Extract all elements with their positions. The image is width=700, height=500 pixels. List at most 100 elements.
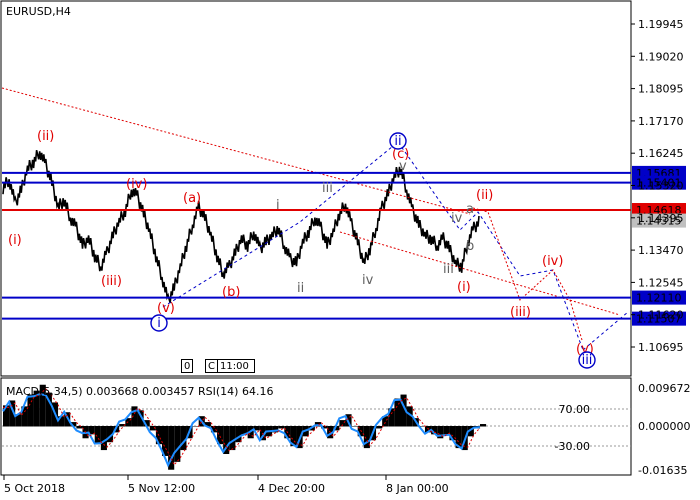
macd-bar [278, 426, 285, 429]
wave-label: (i) [457, 280, 471, 295]
macd-bar [3, 405, 10, 427]
rsi-line [2, 393, 481, 468]
macd-bar [455, 426, 462, 449]
macd-signal-line [3, 388, 481, 466]
current-price-tag [632, 213, 686, 228]
macd-bar [9, 400, 16, 427]
wave-label: (c) [392, 147, 409, 162]
macd-bar [217, 426, 224, 445]
indicator-title: MACD(5,34,5) 0.003668 0.003457 RSI(14) 6… [6, 385, 274, 398]
macd-bar [94, 426, 101, 445]
support-resistance-levels: 1.156811.154011.146181.121101.115071.143… [2, 165, 686, 326]
macd-bar [168, 426, 175, 470]
macd-bar [204, 422, 211, 427]
wave-label: ii [297, 281, 304, 296]
price-tick-label: 1.19020 [638, 50, 684, 63]
macd-bar [100, 426, 107, 451]
wave-label: iv [362, 273, 374, 288]
wave-label: v [399, 159, 407, 174]
wave-label: a [466, 202, 474, 217]
indicator-right-tick: 0.009672 [638, 382, 691, 395]
macd-bar [467, 426, 474, 437]
price-tick-label: 1.13470 [638, 244, 684, 257]
macd-bar [376, 426, 383, 429]
macd-bar [443, 426, 450, 435]
level-tag [632, 203, 686, 218]
macd-bar [106, 426, 114, 443]
circled-wave-label: iii [582, 353, 593, 368]
wave-label: iv [451, 211, 463, 226]
indicator-left-tick: 70.00 [559, 403, 591, 416]
price-axis: 1.19945 1.19020 1.18095 1.17170 1.16245 1.153… [631, 18, 684, 354]
indicator-plot: 0.009672 0.000000 -0.01635 70.00 -30.00 [2, 382, 691, 477]
macd-bar [210, 426, 218, 433]
macd-bar [21, 406, 28, 427]
time-tick-label: 5 Nov 12:00 [128, 482, 195, 495]
macd-bar [33, 390, 40, 427]
level-tag [632, 175, 686, 190]
level-tag [632, 290, 686, 305]
macd-bar [162, 426, 169, 456]
blue-wave-path [162, 141, 584, 351]
macd-bar [39, 384, 46, 427]
wave-label: b [466, 239, 474, 254]
macd-bar [437, 426, 444, 439]
wave-label: iii [322, 181, 333, 196]
wave-label: (i) [8, 233, 22, 248]
level-tag-label: 1.11507 [636, 313, 682, 326]
wave-label: iii [443, 262, 454, 277]
price-tick-label: 1.10695 [638, 341, 684, 354]
wave-label: (a) [183, 191, 201, 206]
price-tick-label: 1.11620 [638, 309, 684, 322]
main-chart-frame [0, 0, 632, 377]
red-projection-path [472, 207, 583, 341]
current-price-label: 1.14315 [636, 215, 682, 228]
one-click-button[interactable]: 0 [181, 359, 194, 373]
macd-bar [131, 406, 138, 427]
macd-bar [382, 416, 389, 427]
macd-bar [363, 426, 370, 449]
time-tick-label: 5 Oct 2018 [4, 482, 65, 495]
macd-bar [394, 398, 401, 427]
level-tag-label: 1.15401 [636, 177, 682, 190]
wave-label: (b) [222, 285, 240, 300]
macd-bar [480, 424, 487, 427]
price-tick-label: 1.12545 [638, 276, 684, 289]
macd-bar [229, 426, 236, 451]
price-tick-label: 1.17170 [638, 115, 684, 128]
macd-bar [64, 412, 71, 427]
macd-bar [119, 424, 126, 427]
macd-bar [15, 414, 22, 427]
price-series-line [2, 150, 480, 304]
macd-bar [418, 426, 425, 427]
indicator-right-tick: -0.01635 [638, 464, 687, 477]
price-tick-label: 1.16245 [638, 147, 684, 160]
wave-label: (ii) [476, 188, 493, 203]
wave-label: (iii) [510, 305, 531, 320]
macd-bar [192, 426, 199, 427]
macd-bar [351, 426, 358, 427]
wave-label: (ii) [37, 129, 54, 144]
indicator-right-tick: 0.000000 [638, 420, 691, 433]
time-indicator[interactable]: 11:00 [217, 359, 255, 373]
macd-bar [58, 416, 65, 427]
macd-bar [174, 426, 181, 462]
circled-wave-label: i [157, 316, 161, 331]
price-tick-label: 1.19945 [638, 18, 684, 31]
level-tag-label: 1.12110 [636, 292, 682, 305]
macd-bar [223, 426, 230, 455]
macd-bar [431, 426, 438, 435]
macd-bar [149, 426, 156, 431]
level-tag [632, 311, 686, 326]
macd-bar [449, 426, 456, 441]
macd-bar [70, 422, 77, 427]
red-channel-line [339, 231, 621, 316]
macd-bar [400, 394, 407, 427]
macd-bar [406, 406, 413, 427]
macd-bar [143, 420, 150, 427]
macd-bar [290, 426, 297, 447]
macd-bar [388, 408, 395, 427]
wave-label: i [276, 198, 280, 213]
macd-bar [321, 426, 328, 429]
